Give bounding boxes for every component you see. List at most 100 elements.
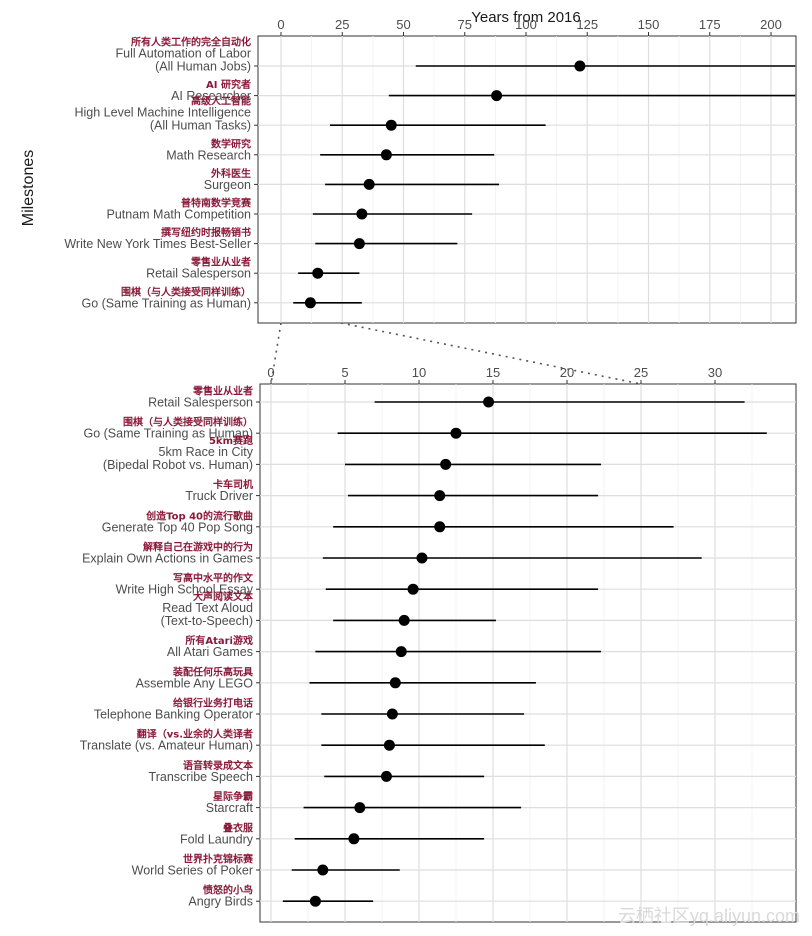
milestone-label-en: Retail Salesperson	[146, 267, 251, 281]
milestone-label-zh: 卡车司机	[213, 478, 253, 491]
milestone-label-en: Explain Own Actions in Games	[82, 552, 253, 566]
estimate-point	[354, 802, 366, 814]
milestone-label-en: Surgeon	[204, 178, 251, 192]
estimate-point	[386, 708, 398, 720]
x-tick-label: 175	[699, 17, 721, 32]
estimate-point	[434, 521, 446, 533]
x-tick-label: 0	[267, 365, 274, 380]
zoom-connector	[270, 322, 642, 385]
milestone-label-en: Write New York Times Best-Seller	[64, 237, 251, 251]
y-axis-title: Milestones	[20, 150, 37, 226]
milestone-label-zh: 零售业从业者	[192, 385, 253, 398]
estimate-point	[348, 833, 360, 845]
estimate-point	[483, 396, 495, 408]
milestone-label-en: Math Research	[166, 148, 251, 162]
x-tick-label: 30	[708, 365, 722, 380]
milestone-label-zh: 创造Top 40的流行歌曲	[145, 509, 253, 522]
overview-panel: 0 25 50 75 100 125 150 175 200 Full Automation of…	[64, 17, 797, 324]
milestone-label-en: Angry Birds	[188, 895, 253, 909]
milestone-label-en: AI Researcher	[171, 89, 251, 103]
milestone-label-zh: 愤怒的小鸟	[203, 884, 253, 897]
estimate-point	[450, 427, 462, 439]
estimate-point	[312, 267, 324, 279]
estimate-point	[434, 490, 446, 502]
estimate-point	[407, 583, 419, 595]
estimate-point	[353, 238, 365, 250]
milestone-label-en: Assemble Any LEGO	[136, 676, 254, 690]
milestone-label-en: Fold Laundry	[180, 832, 254, 846]
estimate-point	[440, 458, 452, 470]
x-tick-label: 25	[335, 17, 349, 32]
milestone-label-en: All Atari Games	[167, 645, 253, 659]
milestone-label-zh: 5km赛跑	[209, 434, 253, 447]
x-tick-label: 100	[515, 17, 537, 32]
estimate-point	[383, 739, 395, 751]
milestone-label-zh: 解释自己在游戏中的行为	[143, 541, 253, 554]
milestone-label-en: Translate (vs. Amateur Human)	[80, 739, 253, 753]
milestone-label-zh: 围棋（与人类接受同样训练）	[121, 285, 251, 298]
milestone-label-en: Go (Same Training as Human)	[83, 427, 253, 441]
milestone-label-zh: 数学研究	[211, 137, 251, 150]
estimate-point	[385, 119, 397, 131]
milestone-label-zh: 外科医生	[210, 167, 251, 180]
estimate-point	[380, 149, 392, 161]
estimate-point	[363, 178, 375, 190]
milestone-label-en: Telephone Banking Operator	[94, 708, 253, 722]
milestone-label-zh: 零售业从业者	[190, 256, 251, 269]
milestone-label-zh: 世界扑克锦标赛	[183, 853, 254, 866]
milestone-label-zh: 普特南数学竞赛	[181, 197, 252, 210]
milestone-label-en: 5km Race in City	[159, 445, 254, 459]
milestone-label-zh: 写高中水平的作文	[173, 572, 254, 585]
x-tick-label: 10	[412, 365, 426, 380]
estimate-point	[309, 895, 321, 907]
milestone-label-en: Starcraft	[206, 801, 254, 815]
milestone-label-en: Truck Driver	[185, 489, 253, 503]
milestone-label-en: Retail Salesperson	[148, 396, 253, 410]
milestone-label-en: World Series of Poker	[132, 864, 253, 878]
milestone-label-zh: 围棋（与人类接受同样训练）	[123, 416, 253, 429]
milestone-label-zh: 所有Atari游戏	[185, 634, 253, 647]
milestone-label-en: Transcribe Speech	[149, 770, 253, 784]
milestone-label-zh: 大声阅读文本	[193, 590, 254, 603]
estimate-point	[574, 60, 586, 72]
estimate-point	[398, 614, 410, 626]
milestone-label-zh: 撰写纽约时报畅销书	[161, 226, 251, 239]
x-tick-label: 15	[486, 365, 500, 380]
x-axis-title: Years from 2016	[471, 9, 581, 26]
x-tick-label: 75	[458, 17, 472, 32]
panel-border	[257, 35, 797, 324]
milestone-label-zh: 所有人类工作的完全自动化	[131, 36, 251, 49]
x-tick-label: 50	[396, 17, 410, 32]
estimate-point	[304, 297, 316, 309]
x-tick-label: 200	[760, 17, 782, 32]
estimate-point	[380, 770, 392, 782]
milestone-label-en: (Bipedal Robot vs. Human)	[103, 458, 253, 472]
x-tick-label: 25	[634, 365, 648, 380]
milestone-label-en: Write High School Essay	[116, 583, 254, 597]
milestone-label-zh: AI 研究者	[206, 78, 251, 91]
estimate-point	[491, 90, 503, 102]
estimate-point	[389, 677, 401, 689]
estimate-point	[356, 208, 368, 220]
milestone-label-zh: 星际争霸	[213, 790, 253, 803]
x-tick-label: 0	[277, 17, 284, 32]
milestone-label-zh: 叠衣服	[223, 821, 254, 834]
watermark: 云栖社区yq.aliyun.com	[618, 906, 800, 926]
estimate-point	[395, 646, 407, 658]
milestone-label-en: (All Human Tasks)	[150, 119, 251, 133]
milestone-label-zh: 高级人工智能	[191, 95, 251, 108]
x-tick-label: 125	[576, 17, 598, 32]
estimate-point	[416, 552, 428, 564]
milestone-label-en: Generate Top 40 Pop Song	[102, 520, 253, 534]
estimate-point	[317, 864, 329, 876]
milestone-label-en: Full Automation of Labor	[116, 47, 252, 61]
milestone-label-zh: 装配任何乐高玩具	[172, 665, 253, 678]
milestone-label-en: Putnam Math Competition	[106, 208, 251, 222]
milestone-label-zh: 给银行业务打电话	[173, 697, 253, 710]
milestone-label-zh: 翻译（vs.业余的人类译者	[137, 728, 253, 741]
milestone-label-en: High Level Machine Intelligence	[75, 106, 252, 120]
milestone-label-en: (Text-to-Speech)	[161, 614, 253, 628]
x-tick-label: 150	[638, 17, 660, 32]
